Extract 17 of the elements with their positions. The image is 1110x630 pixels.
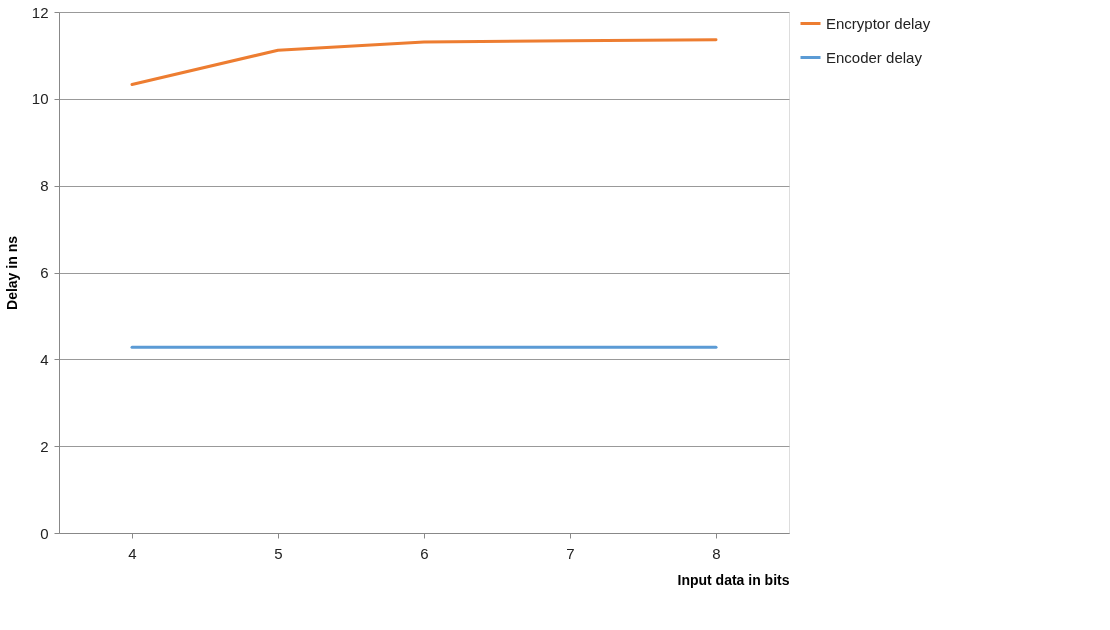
- y-tick-label: 6: [40, 264, 49, 281]
- x-tick-label: 5: [274, 544, 283, 562]
- y-tick-label: 4: [40, 350, 49, 368]
- line-series: [130, 38, 718, 87]
- legend-label: Encoder delay: [826, 48, 923, 66]
- x-tick-label: 4: [128, 544, 137, 562]
- x-tick-label: 6: [420, 544, 429, 562]
- y-tick-label: 8: [40, 177, 49, 195]
- y-axis-title: Delay in ns: [3, 235, 20, 310]
- y-tick-label: 2: [40, 437, 49, 455]
- x-axis-title: Input data in bits: [677, 571, 790, 588]
- x-tick-label: 7: [566, 544, 575, 562]
- y-tick-label: 10: [31, 90, 49, 108]
- y-tick-label: 0: [40, 524, 49, 542]
- y-tick-label: 12: [31, 3, 49, 21]
- legend-label: Encryptor delay: [826, 14, 931, 32]
- x-tick-label: 8: [712, 544, 721, 562]
